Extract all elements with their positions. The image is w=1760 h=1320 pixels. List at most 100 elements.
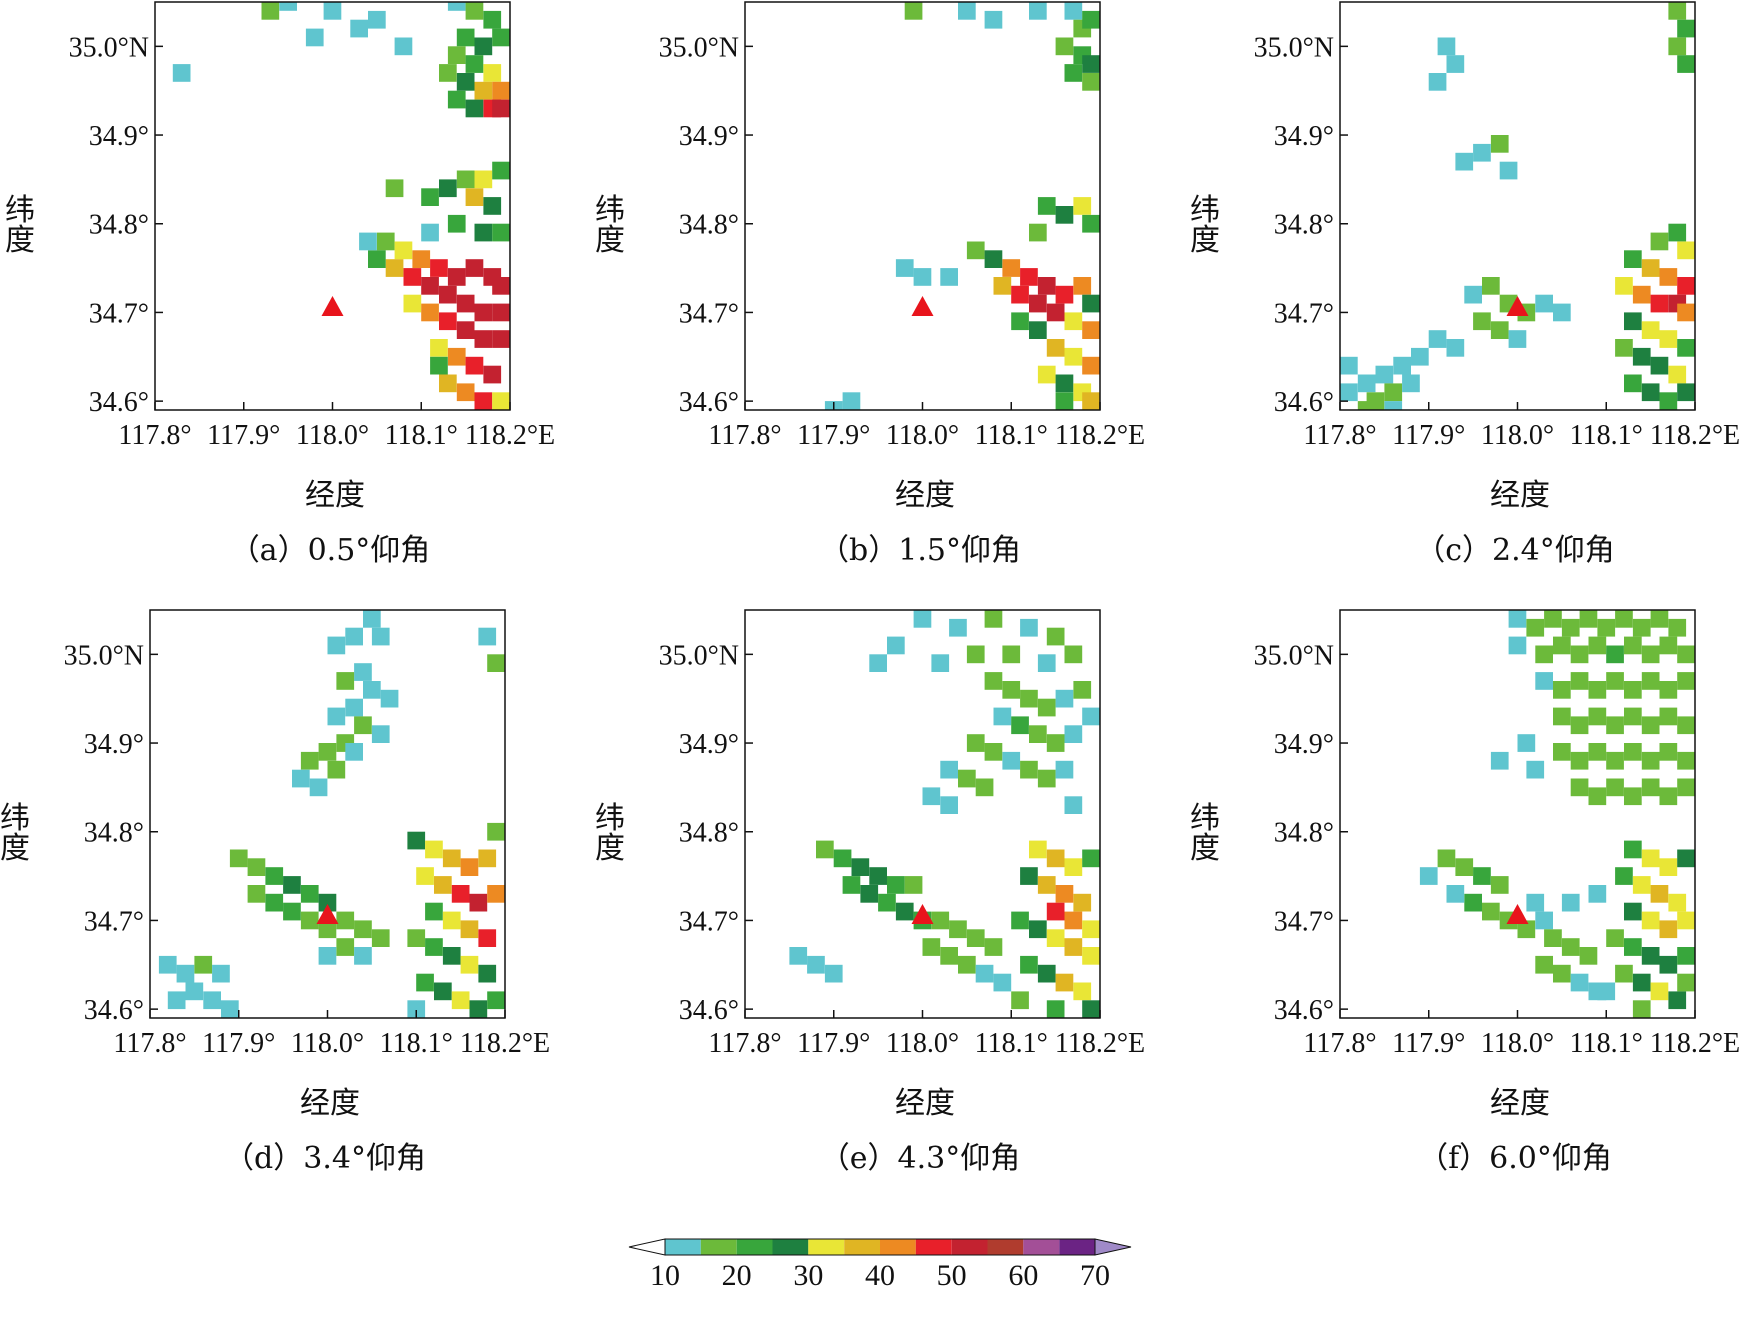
colorbar-max-extend bbox=[1094, 1238, 1132, 1256]
echo-cell bbox=[1535, 911, 1553, 930]
echo-cell bbox=[430, 356, 448, 375]
echo-cell bbox=[1508, 330, 1527, 348]
echo-cell bbox=[1082, 55, 1100, 73]
echo-cell bbox=[833, 849, 852, 868]
echo-cell bbox=[949, 618, 967, 637]
x-tick-label: 118.1° bbox=[1570, 420, 1643, 451]
echo-cell bbox=[1064, 911, 1083, 930]
echo-cell bbox=[1082, 10, 1100, 29]
echo-cell bbox=[931, 911, 950, 930]
echo-cell bbox=[1020, 268, 1038, 286]
x-tick-label: 118.0° bbox=[296, 420, 369, 451]
echo-cell bbox=[1677, 778, 1695, 797]
echo-cell bbox=[984, 250, 1003, 268]
echo-cell bbox=[1535, 672, 1553, 690]
echo-cell bbox=[1553, 681, 1571, 699]
panel-d: 35.0°N 34.9° 34.8° 34.7° 34.6° 117.8° 117.9° 11… bbox=[0, 608, 555, 1176]
echo-cell bbox=[1570, 778, 1589, 797]
echo-cell bbox=[465, 99, 484, 118]
echo-cell bbox=[940, 268, 958, 286]
echo-cell bbox=[1082, 214, 1100, 233]
echo-cell bbox=[492, 99, 510, 118]
colorbar-swatch bbox=[880, 1239, 916, 1255]
echo-cell bbox=[1606, 716, 1624, 735]
echo-cell bbox=[1073, 197, 1092, 215]
echo-cell bbox=[460, 858, 479, 876]
echo-cell bbox=[1455, 152, 1474, 171]
echo-cell bbox=[1588, 743, 1607, 761]
echo-cell bbox=[1570, 645, 1589, 664]
echo-cell bbox=[1064, 2, 1083, 20]
echo-cell bbox=[1641, 259, 1660, 277]
echo-cell bbox=[318, 947, 337, 965]
y-tick-label: 34.8° bbox=[1274, 210, 1334, 241]
echo-cell bbox=[1615, 867, 1633, 885]
echo-cell bbox=[1082, 1000, 1100, 1018]
echo-cell bbox=[1499, 161, 1518, 180]
y-tick-label: 34.7° bbox=[89, 298, 149, 329]
echo-cell bbox=[887, 876, 905, 894]
x-tick-label: 118.2°E bbox=[1650, 1028, 1740, 1059]
echo-cell bbox=[318, 893, 337, 912]
colorbar-frame bbox=[664, 1238, 1096, 1256]
echo-cell bbox=[465, 259, 484, 277]
echo-cell bbox=[1677, 277, 1695, 295]
echo-cell bbox=[1064, 858, 1083, 876]
station-marker-triangle bbox=[321, 296, 344, 316]
echo-cell bbox=[860, 885, 879, 903]
echo-cell bbox=[807, 955, 825, 974]
echo-cell bbox=[1606, 645, 1624, 664]
echo-cell bbox=[474, 330, 493, 348]
echo-cell bbox=[1606, 672, 1624, 690]
echo-cell bbox=[1055, 374, 1074, 393]
echo-cell bbox=[1517, 920, 1536, 939]
echo-cell bbox=[229, 849, 248, 868]
echo-cell bbox=[478, 849, 497, 868]
echo-cell bbox=[1632, 1000, 1651, 1018]
echo-cell bbox=[394, 37, 413, 56]
echo-cell bbox=[1677, 672, 1695, 690]
echo-cell bbox=[185, 982, 204, 1001]
echo-cell bbox=[1073, 277, 1092, 295]
echo-cell bbox=[1446, 339, 1465, 357]
echo-cell bbox=[1668, 2, 1687, 20]
echo-cell bbox=[1046, 627, 1065, 646]
echo-cell bbox=[1384, 401, 1403, 410]
x-tick-label: 118.1° bbox=[380, 1028, 453, 1059]
echo-cell bbox=[1437, 849, 1456, 868]
echo-cell bbox=[447, 90, 466, 109]
x-tick-label: 117.9° bbox=[1392, 1028, 1465, 1059]
echo-cell bbox=[1082, 294, 1100, 313]
echo-cell bbox=[1490, 321, 1509, 339]
echo-cell bbox=[913, 268, 932, 286]
echo-cell bbox=[1464, 285, 1482, 304]
echo-cell bbox=[474, 170, 493, 189]
x-tick-label: 118.2°E bbox=[1055, 420, 1145, 451]
echo-cell bbox=[403, 294, 422, 313]
echo-cell bbox=[1020, 867, 1038, 885]
echo-cell bbox=[1082, 947, 1100, 965]
map-plot-e: 35.0°N 34.9° 34.8° 34.7° 34.6°117.8° 117.9° 11… bbox=[659, 609, 1145, 1059]
echo-cell bbox=[940, 947, 958, 965]
echo-cell bbox=[456, 321, 475, 339]
echo-cell bbox=[1659, 330, 1678, 348]
echo-cell bbox=[354, 920, 372, 939]
echo-cell bbox=[1464, 893, 1482, 912]
echo-cell bbox=[265, 893, 284, 912]
y-tick-label: 34.6° bbox=[679, 387, 739, 418]
colorbar-tick-label: 30 bbox=[793, 1259, 823, 1292]
x-axis-label: 经度 bbox=[1490, 478, 1550, 513]
panel-c: 35.0°N 34.9° 34.8° 34.7° 34.6° 117.8° 117.9° 11… bbox=[1185, 0, 1745, 568]
echo-cell bbox=[1641, 849, 1660, 868]
echo-cell bbox=[305, 28, 324, 47]
echo-cell bbox=[1055, 392, 1074, 410]
echo-cell bbox=[1002, 259, 1021, 277]
echo-cell bbox=[1677, 19, 1695, 38]
echo-cell bbox=[425, 938, 443, 956]
echo-cell bbox=[922, 787, 941, 806]
y-tick-label: 34.9° bbox=[84, 729, 144, 760]
echo-cell bbox=[904, 876, 923, 894]
echo-cell bbox=[403, 268, 422, 286]
y-tick-label: 34.7° bbox=[679, 906, 739, 937]
echo-cell bbox=[1020, 760, 1038, 779]
